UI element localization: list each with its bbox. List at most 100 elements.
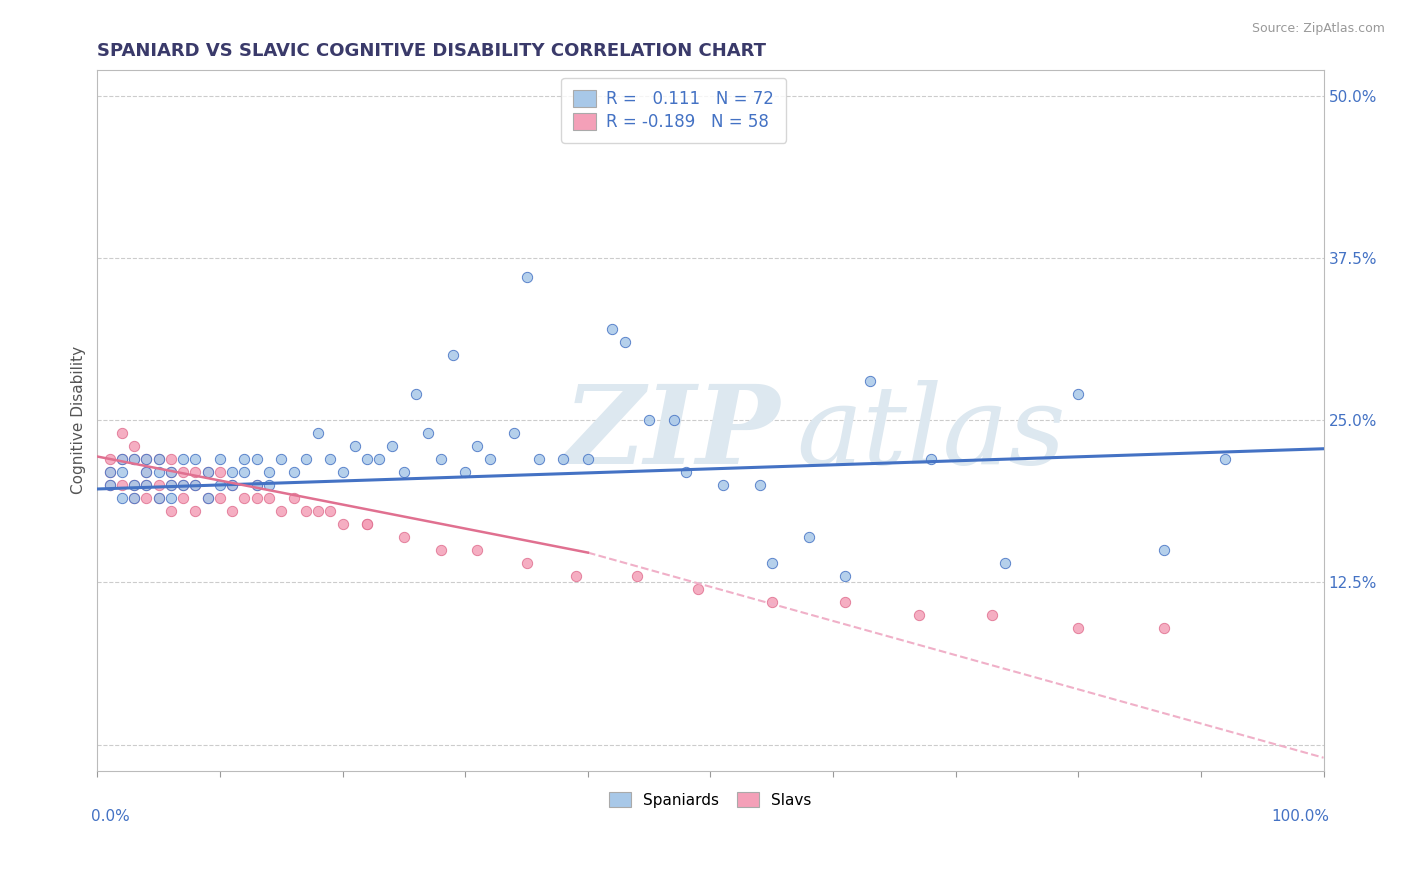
Point [908, 607, 931, 622]
Point [148, 465, 170, 479]
Point [172, 478, 194, 492]
Point [711, 478, 734, 492]
Point [270, 504, 292, 518]
Point [1215, 452, 1237, 467]
Point [208, 478, 231, 492]
Point [135, 478, 157, 492]
Point [283, 465, 305, 479]
Point [135, 478, 157, 492]
Point [675, 465, 697, 479]
Point [356, 452, 378, 467]
Point [1153, 543, 1175, 558]
Point [111, 452, 134, 467]
Point [208, 452, 231, 467]
Text: atlas: atlas [796, 381, 1066, 488]
Point [233, 465, 256, 479]
Legend: Spaniards, Slavs: Spaniards, Slavs [605, 787, 815, 812]
Point [834, 595, 856, 609]
Point [307, 504, 329, 518]
Point [184, 504, 207, 518]
Point [295, 452, 318, 467]
Point [135, 491, 157, 505]
Point [98, 478, 121, 492]
Point [111, 478, 134, 492]
Point [111, 452, 134, 467]
Point [184, 465, 207, 479]
Point [246, 452, 269, 467]
Point [283, 491, 305, 505]
Point [197, 465, 219, 479]
Point [748, 478, 770, 492]
Point [160, 478, 183, 492]
Point [122, 452, 145, 467]
Point [184, 452, 207, 467]
Point [148, 452, 170, 467]
Point [356, 516, 378, 531]
Point [122, 439, 145, 453]
Point [135, 465, 157, 479]
Point [392, 530, 415, 544]
Point [418, 426, 440, 441]
Point [172, 491, 194, 505]
Point [356, 516, 378, 531]
Point [638, 413, 661, 427]
Point [122, 452, 145, 467]
Point [662, 413, 685, 427]
Point [270, 452, 292, 467]
Point [160, 491, 183, 505]
Point [111, 465, 134, 479]
Point [859, 374, 882, 388]
Point [981, 607, 1004, 622]
Point [332, 516, 354, 531]
Point [135, 452, 157, 467]
Point [221, 465, 243, 479]
Point [994, 556, 1017, 570]
Point [172, 465, 194, 479]
Point [122, 491, 145, 505]
Point [368, 452, 391, 467]
Point [761, 556, 783, 570]
Point [148, 452, 170, 467]
Point [111, 491, 134, 505]
Point [441, 348, 464, 362]
Point [160, 465, 183, 479]
Point [257, 491, 280, 505]
Point [429, 543, 451, 558]
Point [564, 569, 586, 583]
Point [576, 452, 599, 467]
Point [197, 465, 219, 479]
Point [257, 465, 280, 479]
Text: SPANIARD VS SLAVIC COGNITIVE DISABILITY CORRELATION CHART: SPANIARD VS SLAVIC COGNITIVE DISABILITY … [97, 42, 766, 60]
Point [527, 452, 550, 467]
Point [1067, 387, 1090, 401]
Point [797, 530, 820, 544]
Point [172, 478, 194, 492]
Point [122, 491, 145, 505]
Point [160, 478, 183, 492]
Point [148, 478, 170, 492]
Point [233, 452, 256, 467]
Point [172, 452, 194, 467]
Text: Source: ZipAtlas.com: Source: ZipAtlas.com [1251, 22, 1385, 36]
Point [221, 478, 243, 492]
Point [246, 478, 269, 492]
Point [553, 452, 575, 467]
Point [319, 504, 342, 518]
Point [221, 478, 243, 492]
Text: 100.0%: 100.0% [1271, 809, 1330, 824]
Point [160, 504, 183, 518]
Point [184, 478, 207, 492]
Y-axis label: Cognitive Disability: Cognitive Disability [72, 346, 86, 494]
Point [98, 465, 121, 479]
Point [503, 426, 526, 441]
Point [135, 465, 157, 479]
Point [478, 452, 501, 467]
Point [381, 439, 404, 453]
Point [454, 465, 477, 479]
Point [343, 439, 366, 453]
Point [1067, 621, 1090, 635]
Point [307, 426, 329, 441]
Point [295, 504, 318, 518]
Point [160, 465, 183, 479]
Point [122, 478, 145, 492]
